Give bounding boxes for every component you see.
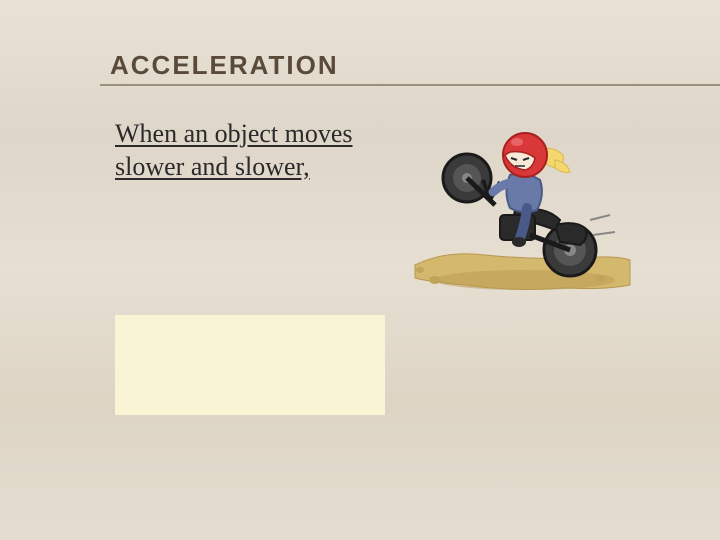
slide-container: ACCELERATION When an object moves slower… bbox=[0, 0, 720, 540]
answer-box bbox=[115, 315, 385, 415]
slide-title: ACCELERATION bbox=[110, 50, 339, 81]
body-text: When an object moves slower and slower, bbox=[115, 118, 385, 183]
bike-rear-body bbox=[555, 223, 587, 245]
motorbike-illustration bbox=[405, 120, 635, 300]
rider-foot bbox=[512, 237, 526, 247]
title-underline bbox=[100, 84, 720, 86]
ground-shadow bbox=[435, 270, 615, 290]
